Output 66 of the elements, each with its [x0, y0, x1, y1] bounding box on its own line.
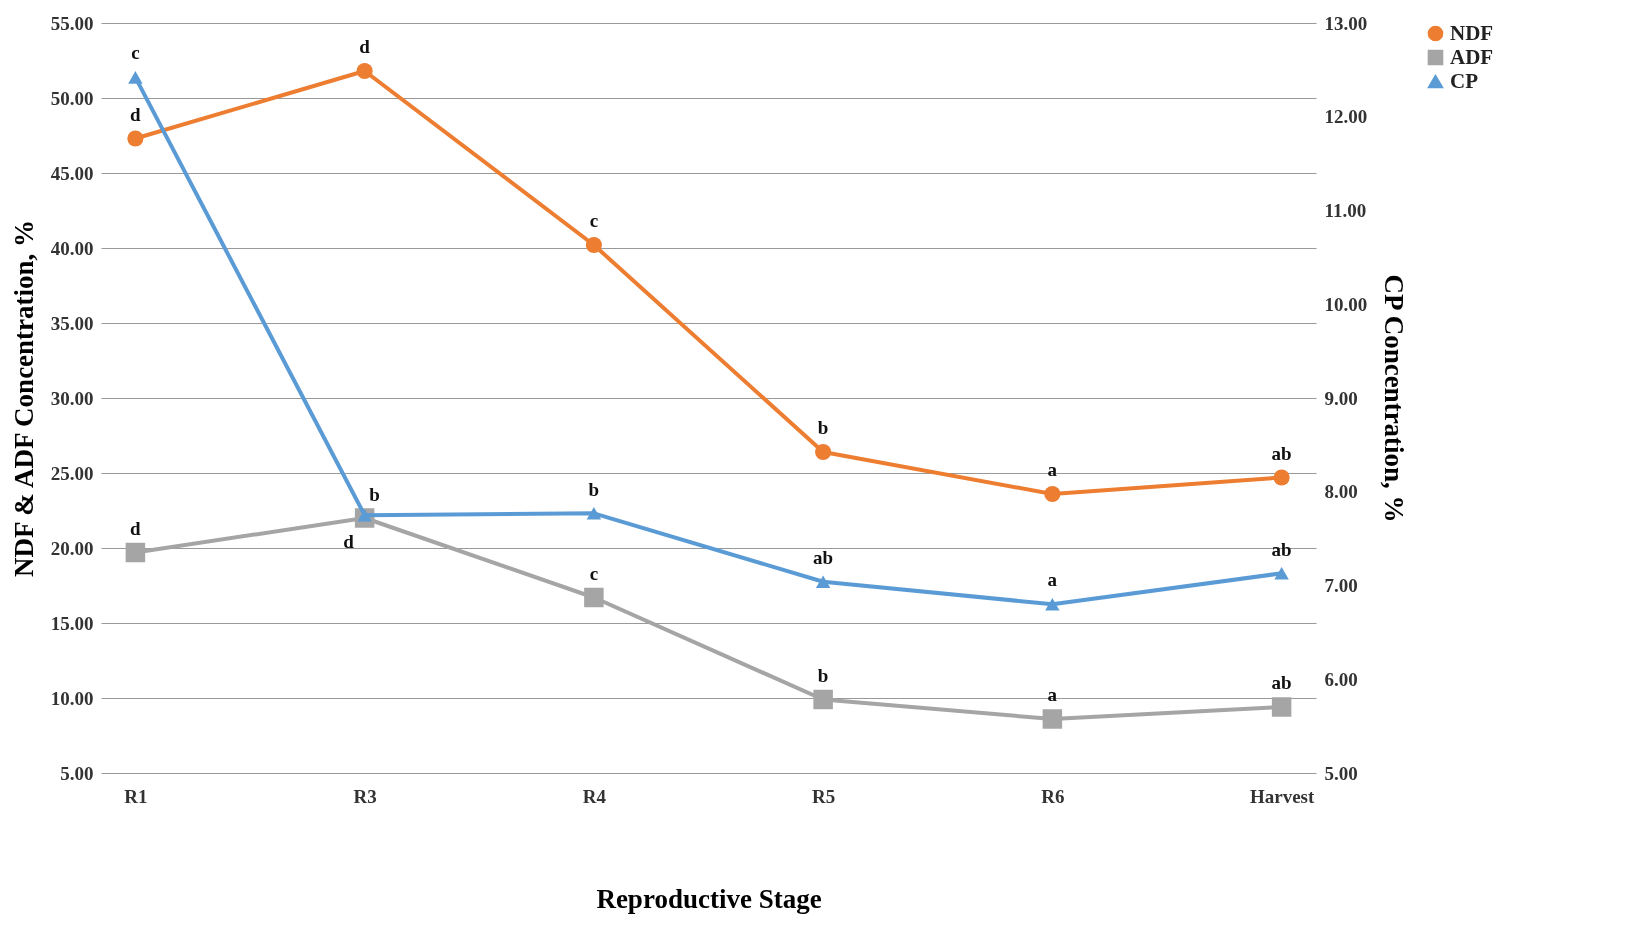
annotation: ab [1271, 538, 1292, 560]
x-tick-label: Harvest [1249, 785, 1315, 807]
x-tick-label: R1 [124, 785, 148, 807]
annotation: d [130, 103, 142, 125]
y-axis-title: NDF & ADF Concentration, % [8, 219, 39, 578]
x-tick-label: R5 [812, 785, 836, 807]
legend-label: CP [1450, 68, 1479, 93]
point [815, 575, 831, 589]
y2-tick-label: 10.00 [1324, 293, 1368, 315]
annotation: c [589, 562, 599, 584]
y2-tick-label: 11.00 [1324, 200, 1367, 221]
point [1042, 709, 1063, 729]
point [584, 587, 604, 608]
y-tick-label: 10.00 [50, 687, 94, 709]
annotation: ab [1271, 442, 1292, 464]
annotation: ab [1271, 672, 1292, 693]
y2-tick-label: 13.00 [1324, 12, 1368, 34]
x-tick-label: R4 [582, 785, 607, 807]
x-tick-label: R6 [1041, 785, 1065, 807]
point [1271, 697, 1292, 717]
point [125, 542, 146, 563]
y2-tick-label: 9.00 [1324, 387, 1358, 409]
point [585, 236, 602, 254]
point [128, 71, 143, 84]
y2-tick-label: 6.00 [1324, 668, 1358, 690]
y-tick-label: 20.00 [50, 537, 94, 559]
point [1274, 567, 1289, 580]
y-tick-label: 35.00 [50, 312, 94, 334]
point [813, 689, 833, 710]
annotation: c [131, 42, 140, 63]
x-tick-label: R3 [353, 785, 377, 807]
point [1273, 469, 1290, 486]
annotation: b [369, 484, 380, 505]
y-tick-label: 45.00 [50, 162, 94, 184]
y2-axis-title: CP Concentration, % [1379, 274, 1410, 523]
point [586, 507, 602, 520]
annotation: d [130, 517, 142, 539]
annotation: b [817, 417, 829, 438]
y2-tick-label: 5.00 [1324, 762, 1358, 784]
annotation: a [1047, 569, 1058, 591]
annotation: b [588, 478, 600, 500]
point [127, 130, 144, 147]
y-tick-label: 15.00 [50, 612, 94, 634]
y-tick-label: 30.00 [50, 387, 94, 409]
legend-label: NDF [1450, 20, 1494, 45]
y-tick-label: 40.00 [50, 237, 94, 259]
annotation: a [1047, 684, 1058, 705]
x-axis-title: Reproductive Stage [596, 883, 822, 914]
y2-tick-label: 7.00 [1324, 575, 1358, 596]
y-tick-label: 25.00 [50, 462, 94, 484]
annotation: ab [813, 546, 834, 568]
annotation: d [359, 36, 371, 57]
point [356, 62, 373, 80]
y2-tick-label: 12.00 [1324, 106, 1368, 128]
annotation: c [589, 210, 599, 231]
annotation: d [343, 531, 355, 552]
legend-label: ADF [1450, 44, 1494, 69]
y-tick-label: 5.00 [60, 762, 94, 784]
point [1045, 597, 1060, 611]
annotation: a [1047, 459, 1058, 480]
y-tick-label: 55.00 [50, 12, 94, 34]
y-tick-label: 50.00 [50, 87, 94, 109]
y2-tick-label: 8.00 [1324, 481, 1358, 503]
point [815, 443, 832, 461]
point [1044, 485, 1061, 503]
annotation: b [817, 664, 829, 686]
